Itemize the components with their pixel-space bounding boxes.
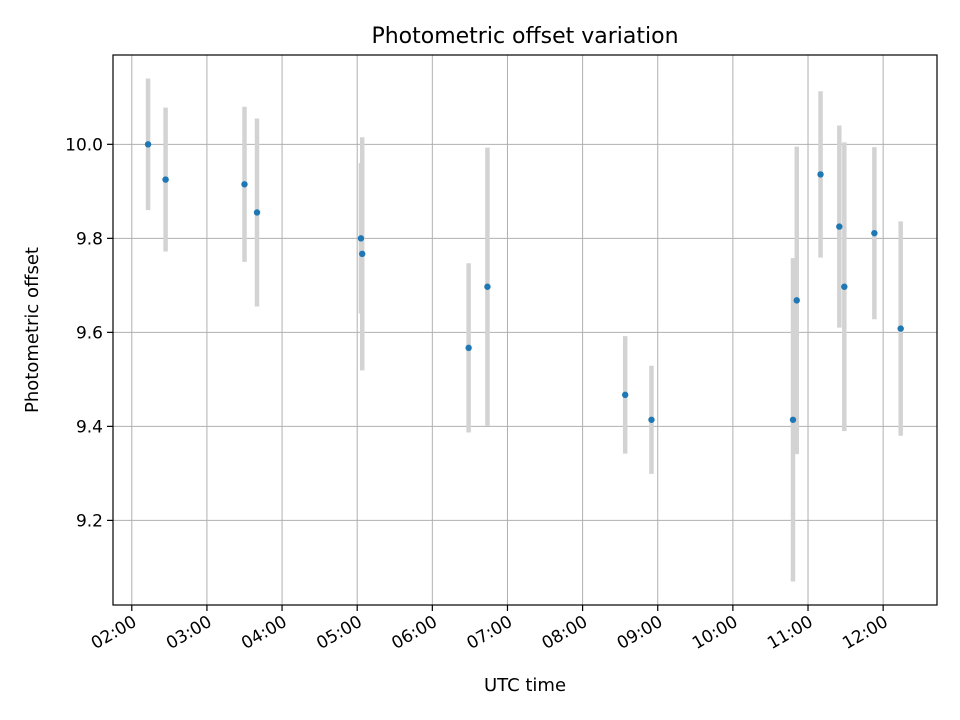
y-tick-label: 9.2	[76, 511, 103, 531]
data-points	[144, 141, 904, 423]
x-tick-label: 11:00	[764, 612, 816, 654]
y-axis-label: Photometric offset	[22, 247, 43, 413]
data-point-3	[253, 209, 261, 216]
grid	[113, 55, 937, 605]
x-tick-label: 05:00	[313, 612, 365, 654]
data-point-7	[484, 283, 491, 290]
data-point-8	[621, 391, 629, 399]
data-point-11	[793, 297, 800, 304]
x-tick-label: 07:00	[464, 612, 516, 654]
data-point-14	[841, 283, 848, 290]
x-tick-label: 12:00	[839, 612, 891, 654]
x-axis-ticks: 02:00 03:00 04:00 05:00 06:00 07:00 08:00 09:00…	[88, 605, 892, 654]
data-point-13	[836, 223, 843, 230]
data-point-10	[789, 416, 797, 423]
data-point-9	[648, 416, 655, 423]
x-tick-label: 02:00	[88, 612, 140, 654]
x-axis-label: UTC time	[484, 675, 566, 696]
data-point-12	[817, 171, 824, 178]
error-bars	[145, 78, 903, 582]
data-point-6	[465, 344, 472, 352]
plot-frame	[112, 54, 938, 606]
x-tick-label: 04:00	[238, 612, 290, 654]
y-axis-ticks: 9.2 9.4 9.6 9.8 10.0	[65, 135, 113, 531]
chart-title: Photometric offset variation	[371, 24, 678, 49]
data-point-4	[357, 235, 365, 242]
y-tick-label: 9.4	[76, 417, 103, 437]
data-point-16	[897, 325, 904, 332]
y-tick-label: 10.0	[65, 135, 103, 155]
y-tick-label: 9.8	[76, 229, 103, 249]
x-tick-label: 03:00	[163, 612, 215, 654]
data-point-15	[871, 229, 878, 237]
data-point-2	[241, 181, 248, 188]
data-point-5	[359, 250, 366, 258]
data-point-0	[144, 141, 152, 148]
x-tick-label: 08:00	[539, 612, 591, 654]
y-tick-label: 9.6	[76, 323, 103, 343]
x-tick-label: 10:00	[689, 612, 741, 654]
x-tick-label: 09:00	[614, 612, 666, 654]
data-point-1	[162, 176, 169, 183]
x-tick-label: 06:00	[388, 612, 440, 654]
